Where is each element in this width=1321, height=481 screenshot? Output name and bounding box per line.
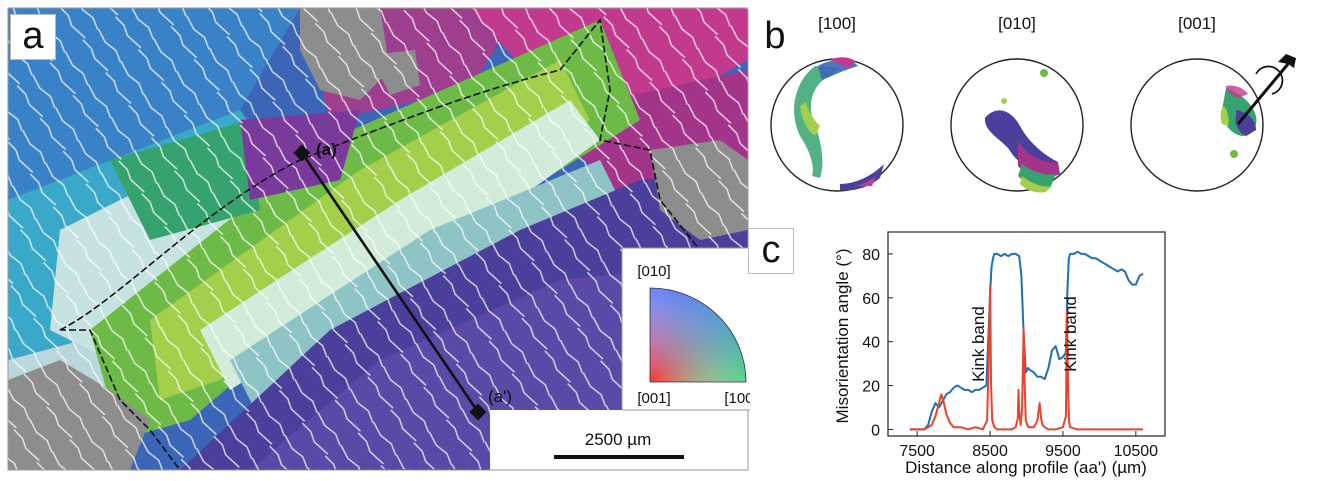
panel-b-label: b xyxy=(764,15,786,57)
x-tick-label: 9500 xyxy=(1045,443,1081,460)
ipf-key-label-100: [100] xyxy=(724,390,750,407)
profile-start-marker xyxy=(293,144,311,162)
ipf-key-label-010: [010] xyxy=(637,263,670,280)
point-a-label: (a) xyxy=(316,140,337,159)
kink-band-annotation-1: Kink band xyxy=(969,306,988,382)
chart-plot-area xyxy=(887,231,1166,437)
pole-figure-010-title: [010] xyxy=(998,14,1036,33)
panel-a-label: a xyxy=(10,14,56,60)
profile-end-marker xyxy=(469,403,487,421)
x-tick-label: 7500 xyxy=(899,443,935,460)
profile-line xyxy=(300,152,480,413)
y-tick-label: 0 xyxy=(871,422,880,439)
misorientation-chart: 7500 8500 9500 10500 0 20 40 60 80 Distance alon… xyxy=(833,231,1166,477)
x-tick-label: 8500 xyxy=(972,443,1008,460)
pole-figure-100-title: [100] xyxy=(818,14,856,33)
pole-figures xyxy=(770,54,1296,193)
kink-band-annotation-2: Kink band xyxy=(1061,296,1080,372)
pole-figure-001 xyxy=(1130,54,1296,192)
ipf-color-key: [010] [001] [100] xyxy=(621,247,750,411)
pole-figure-001-title: [001] xyxy=(1178,14,1216,33)
chart-series xyxy=(909,250,1144,431)
pole-figure-100 xyxy=(770,57,904,192)
series-line-red xyxy=(909,285,1144,431)
pole-figure-010 xyxy=(950,58,1084,193)
scale-bar-label: 2500 µm xyxy=(585,430,652,449)
y-tick-label: 80 xyxy=(862,247,880,264)
y-tick-label: 40 xyxy=(862,335,880,352)
panel-c-label: c xyxy=(748,228,794,274)
y-tick-label: 60 xyxy=(862,291,880,308)
y-tick-label: 20 xyxy=(862,379,880,396)
chart-x-axis-label: Distance along profile (aa') (µm) xyxy=(905,458,1147,477)
ipf-key-label-001: [001] xyxy=(637,390,670,407)
x-tick-label: 10500 xyxy=(1114,443,1159,460)
ebsd-orientation-map: (a) (a') 2500 µm [010] [001] [100] xyxy=(7,7,750,471)
point-a-prime-label: (a') xyxy=(488,387,512,406)
series-line-blue xyxy=(909,250,1144,431)
chart-y-axis-label: Misorientation angle (°) xyxy=(833,249,852,424)
chart-axes: 7500 8500 9500 10500 0 20 40 60 80 xyxy=(862,247,1158,460)
